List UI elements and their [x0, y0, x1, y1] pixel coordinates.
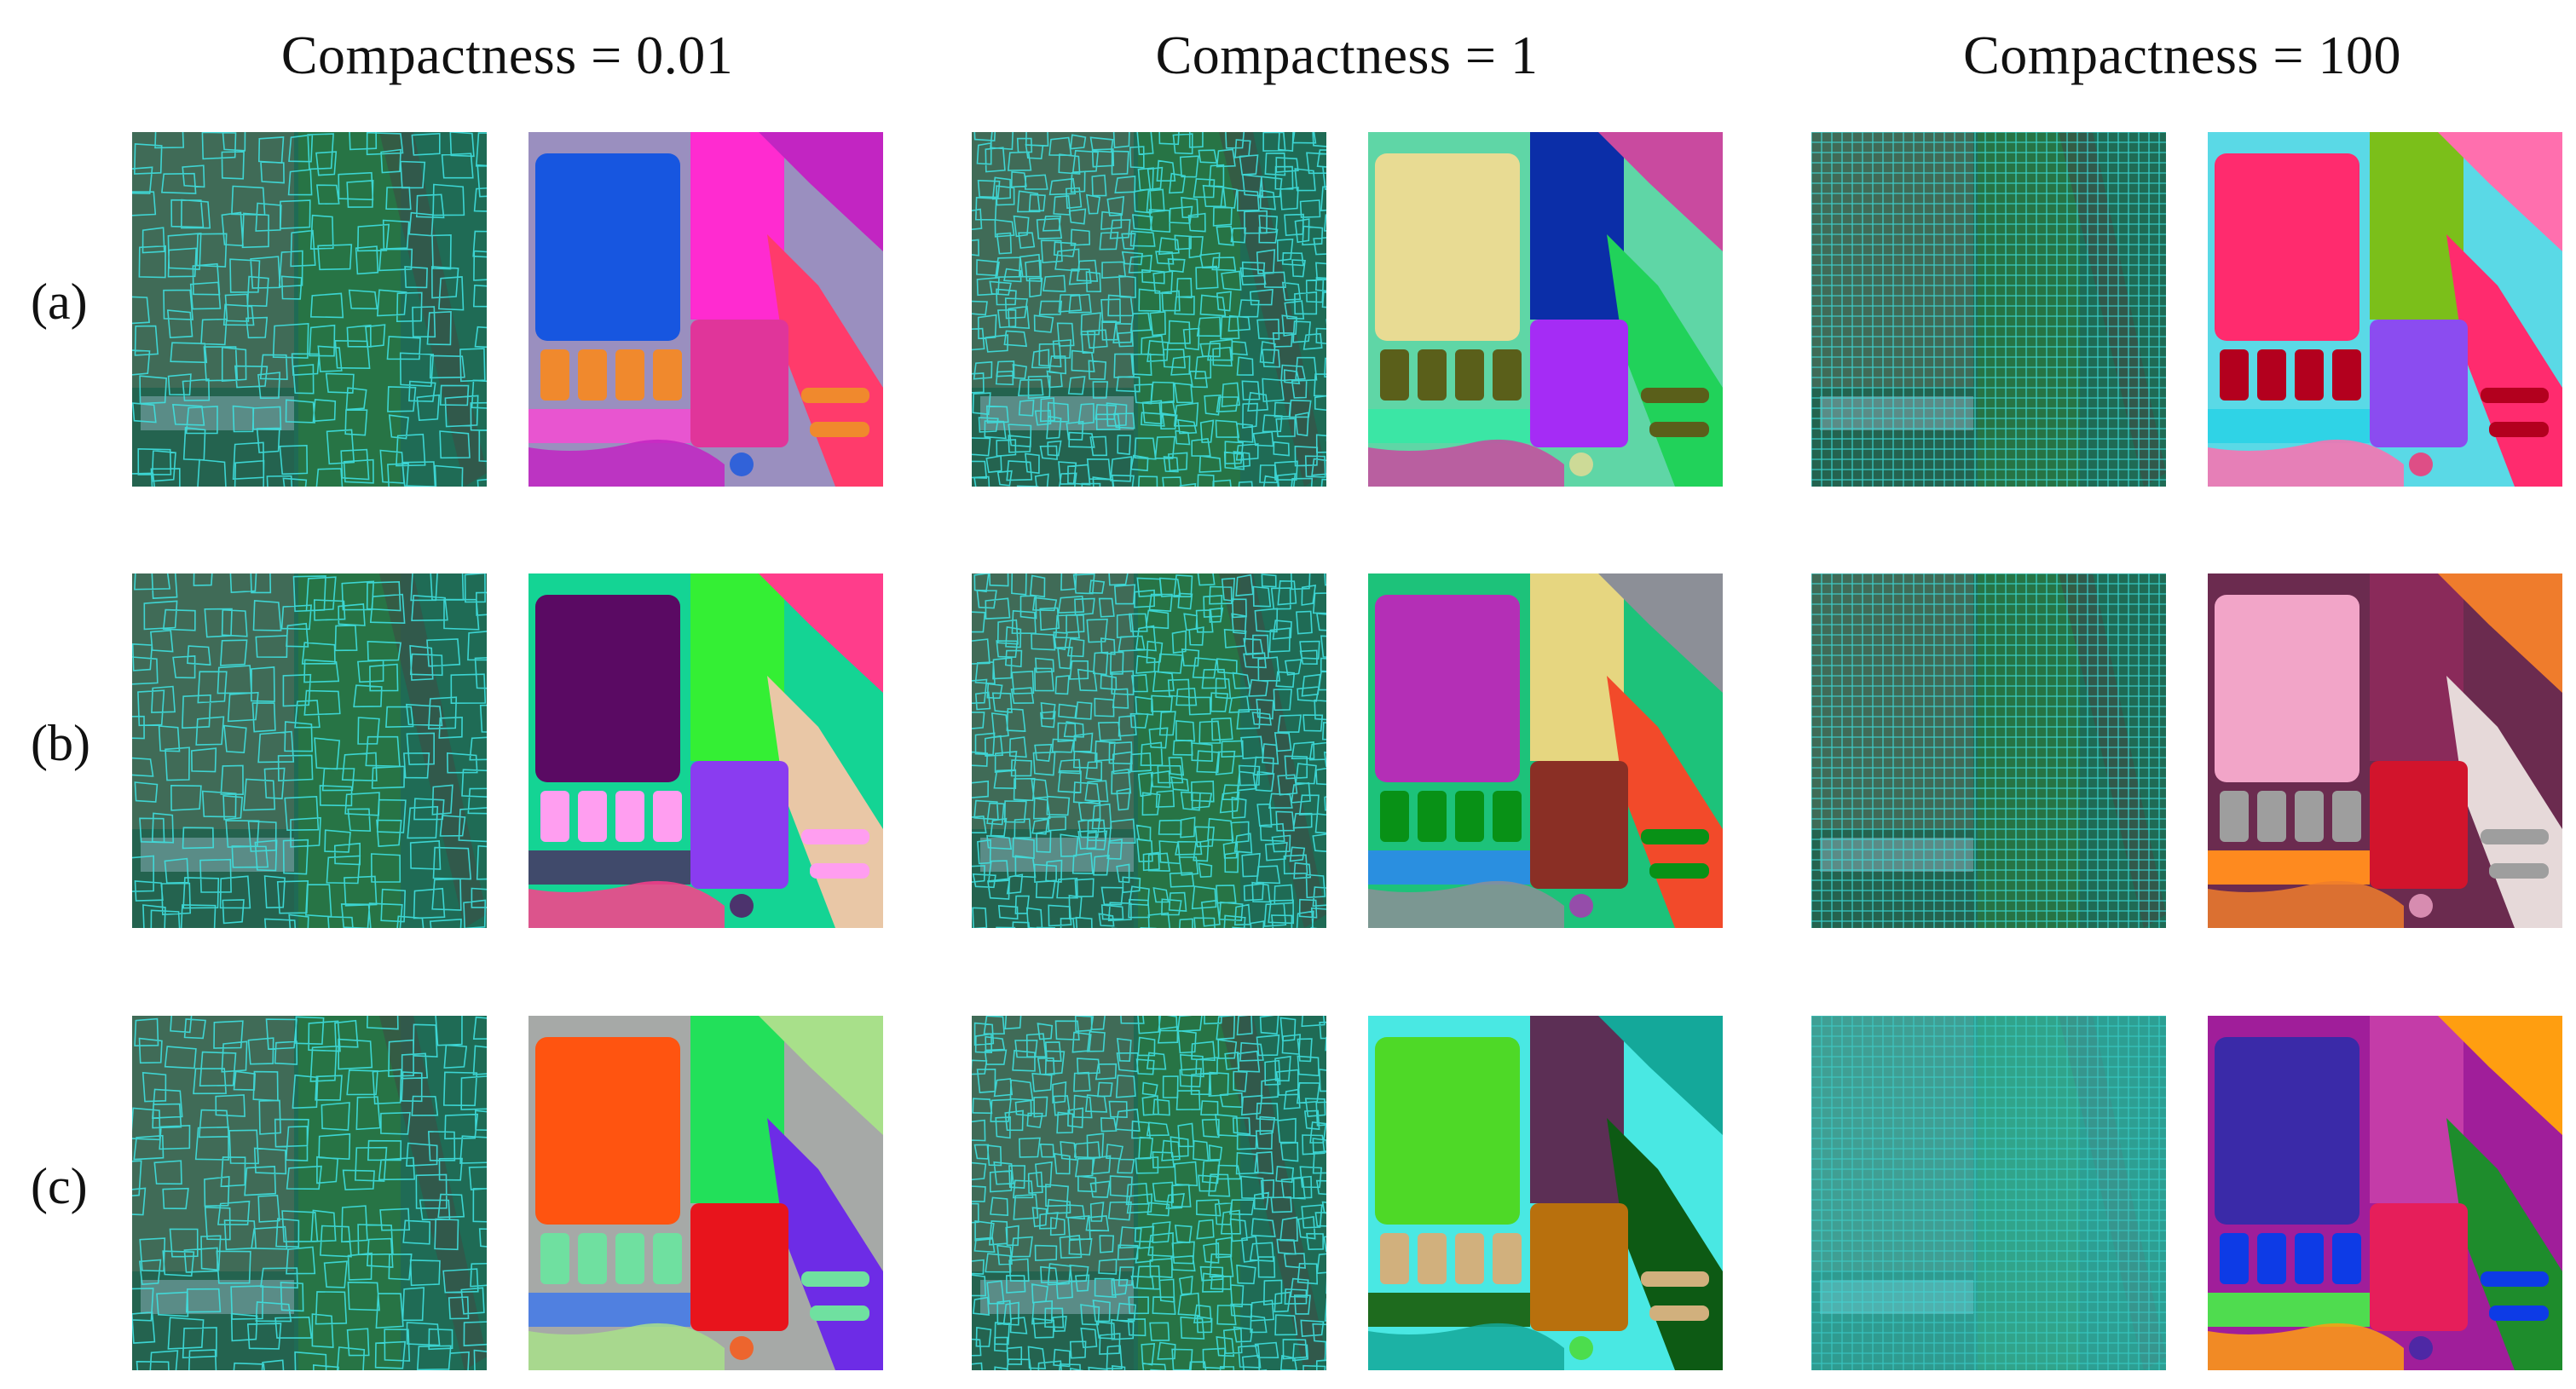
superpixel-overlay-image-r3-c3	[1811, 1016, 2166, 1370]
superpixel-overlay-image-r2-c1	[132, 573, 487, 928]
row-label-b: (b)	[31, 715, 90, 771]
row-label-a: (a)	[31, 274, 88, 330]
segmentation-map-image-r3-c3	[2208, 1016, 2562, 1370]
segmentation-map-image-r1-c2	[1368, 132, 1723, 487]
column-heading-compactness-100: Compactness = 100	[1963, 25, 2401, 85]
superpixel-overlay-image-r3-c1	[132, 1016, 487, 1370]
superpixel-overlay-image-r1-c3	[1811, 132, 2166, 487]
superpixel-overlay-image-r3-c2	[972, 1016, 1326, 1370]
superpixel-overlay-image-r2-c2	[972, 573, 1326, 928]
row-label-c: (c)	[31, 1158, 88, 1214]
segmentation-map-image-r1-c3	[2208, 132, 2562, 487]
segmentation-map-image-r3-c1	[528, 1016, 883, 1370]
segmentation-map-image-r3-c2	[1368, 1016, 1723, 1370]
superpixel-overlay-image-r1-c2	[972, 132, 1326, 487]
segmentation-map-image-r2-c1	[528, 573, 883, 928]
superpixel-overlay-image-r1-c1	[132, 132, 487, 487]
segmentation-map-image-r1-c1	[528, 132, 883, 487]
column-heading-compactness-0-01: Compactness = 0.01	[280, 25, 734, 85]
segmentation-map-image-r2-c3	[2208, 573, 2562, 928]
superpixel-overlay-image-r2-c3	[1811, 573, 2166, 928]
column-heading-compactness-1: Compactness = 1	[1155, 25, 1539, 85]
segmentation-map-image-r2-c2	[1368, 573, 1723, 928]
